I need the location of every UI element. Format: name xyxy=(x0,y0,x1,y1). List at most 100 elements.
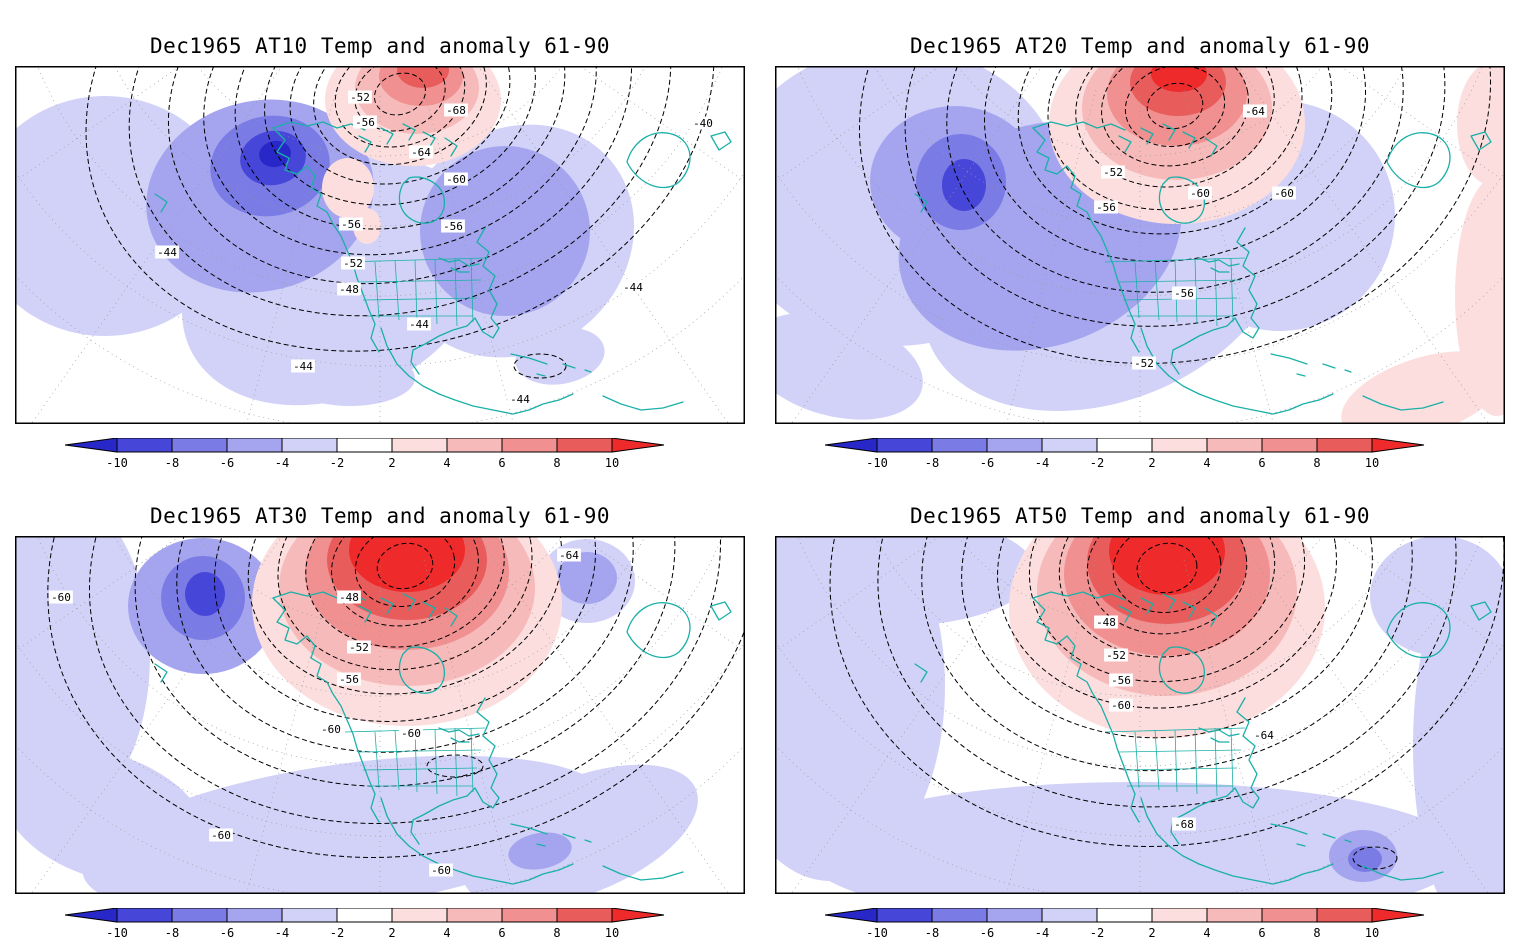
colorbar-tick-label: -10 xyxy=(866,926,888,940)
colorbar-scale: -10 -8 -6 -4 -2 2 4 6 8 10 xyxy=(824,437,1425,470)
svg-text:-64: -64 xyxy=(411,146,431,159)
colorbar-tick-label: -6 xyxy=(980,456,994,470)
colorbar-arrow-left xyxy=(824,907,878,923)
colorbar-arrow-right xyxy=(1371,907,1425,923)
map-frame xyxy=(775,66,1505,424)
contour-labels: -52 -56 -68 -64 -60 -56 -56 -52 -48 -44 -44 -40 -44 -… xyxy=(155,90,715,406)
colorbar-tick-label: -6 xyxy=(980,926,994,940)
colorbar-tick-label: -4 xyxy=(1035,456,1049,470)
svg-text:-68: -68 xyxy=(446,104,466,117)
panel-at30: Dec1965 AT30 Temp and anomaly 61-90 -64-… xyxy=(0,470,760,940)
svg-text:-56: -56 xyxy=(339,673,359,686)
colorbar-tick-label: -10 xyxy=(866,456,888,470)
colorbar-tick-label: -6 xyxy=(220,456,234,470)
svg-text:-48: -48 xyxy=(339,283,359,296)
map-container-at30: -64 -48 -52 -56 -60 -60 -60 -60 -60 xyxy=(15,536,745,894)
colorbar-tick-label: -2 xyxy=(330,456,344,470)
svg-text:-48: -48 xyxy=(1096,616,1116,629)
colorbar-tick-label: 6 xyxy=(498,456,505,470)
colorbar-tick-label: 8 xyxy=(553,926,560,940)
colorbar-arrow-right xyxy=(1371,437,1425,453)
svg-text:-52: -52 xyxy=(1134,357,1154,370)
svg-text:-60: -60 xyxy=(431,864,451,877)
colorbar-tick-label: 10 xyxy=(1365,926,1379,940)
panel-title-at10: Dec1965 AT10 Temp and anomaly 61-90 xyxy=(149,34,610,58)
colorbar-tick-label: 8 xyxy=(553,456,560,470)
svg-text:-60: -60 xyxy=(1111,699,1131,712)
svg-text:-52: -52 xyxy=(1103,166,1123,179)
map-at50: -48 -52 -56 -60 -64 -68 xyxy=(775,536,1505,894)
svg-text:-56: -56 xyxy=(355,116,375,129)
colorbar-at50: -10 -8 -6 -4 -2 2 4 6 8 10 xyxy=(824,907,1425,940)
colorbar-tick-label: -8 xyxy=(165,456,179,470)
graticule xyxy=(15,66,745,424)
svg-text:-44: -44 xyxy=(409,318,429,331)
colorbar-tick-label: 2 xyxy=(1148,456,1155,470)
colorbar-tick-label: 2 xyxy=(388,926,395,940)
map-at30: -64 -48 -52 -56 -60 -60 -60 -60 -60 xyxy=(15,536,745,894)
colorbar-tick-label: 4 xyxy=(443,456,450,470)
colorbar-arrow-left xyxy=(64,437,118,453)
anomaly-shading xyxy=(775,66,1505,424)
panel-at20: Dec1965 AT20 Temp and anomaly 61-90 -64-… xyxy=(760,0,1520,470)
svg-text:-56: -56 xyxy=(1096,201,1116,214)
map-container-at10: -52 -56 -68 -64 -60 -56 -56 -52 -48 -44 -44 -40 -44 -… xyxy=(15,66,745,424)
colorbar-tick-label: -6 xyxy=(220,926,234,940)
colorbar-at30: -10 -8 -6 -4 -2 2 4 6 8 10 xyxy=(64,907,665,940)
state-boundaries xyxy=(1104,257,1246,327)
anomaly-shading xyxy=(15,66,635,406)
svg-text:-44: -44 xyxy=(623,281,643,294)
colorbar-tick-label: 10 xyxy=(605,926,619,940)
svg-text:-60: -60 xyxy=(51,591,71,604)
colorbar-tick-label: -8 xyxy=(925,926,939,940)
svg-text:-56: -56 xyxy=(1174,287,1194,300)
svg-text:-64: -64 xyxy=(559,549,579,562)
svg-text:-60: -60 xyxy=(1190,187,1210,200)
colorbar-tick-label: 4 xyxy=(1203,926,1210,940)
colorbar-tick-label: -2 xyxy=(1090,926,1104,940)
coastlines xyxy=(154,121,732,415)
svg-text:-44: -44 xyxy=(157,246,177,259)
svg-text:-52: -52 xyxy=(343,257,363,270)
panel-at50: Dec1965 AT50 Temp and anomaly 61-90 -48-… xyxy=(760,470,1520,940)
colorbar-tick-label: 2 xyxy=(388,456,395,470)
coastlines xyxy=(914,121,1492,415)
svg-text:-60: -60 xyxy=(446,173,466,186)
svg-text:-40: -40 xyxy=(693,117,713,130)
colorbar-tick-label: -10 xyxy=(106,926,128,940)
colorbar-arrow-right xyxy=(611,907,665,923)
colorbar-scale: -10 -8 -6 -4 -2 2 4 6 8 10 xyxy=(824,907,1425,940)
svg-text:-64: -64 xyxy=(1245,105,1265,118)
svg-text:-52: -52 xyxy=(349,641,369,654)
svg-text:-64: -64 xyxy=(1254,729,1274,742)
svg-text:-52: -52 xyxy=(1106,649,1126,662)
colorbar-tick-label: -4 xyxy=(275,926,289,940)
svg-text:-60: -60 xyxy=(321,723,341,736)
colorbar-tick-label: 8 xyxy=(1313,926,1320,940)
svg-text:-60: -60 xyxy=(211,829,231,842)
svg-text:-56: -56 xyxy=(443,220,463,233)
map-frame xyxy=(775,536,1505,894)
contour-labels: -64 -48 -52 -56 -60 -60 -60 -60 -60 xyxy=(49,548,581,877)
colorbar-tick-label: 10 xyxy=(1365,456,1379,470)
coastlines xyxy=(914,591,1492,885)
svg-text:-60: -60 xyxy=(401,727,421,740)
panel-title-at20: Dec1965 AT20 Temp and anomaly 61-90 xyxy=(909,34,1370,58)
svg-text:-68: -68 xyxy=(1174,818,1194,831)
map-at10: -52 -56 -68 -64 -60 -56 -56 -52 -48 -44 -44 -40 -44 -… xyxy=(15,66,745,424)
colorbar-tick-label: 4 xyxy=(1203,456,1210,470)
map-container-at50: -48 -52 -56 -60 -64 -68 xyxy=(775,536,1505,894)
svg-text:-56: -56 xyxy=(341,218,361,231)
state-boundaries xyxy=(344,257,486,327)
coastlines xyxy=(154,591,732,885)
svg-text:-56: -56 xyxy=(1111,674,1131,687)
colorbar-arrow-left xyxy=(824,437,878,453)
colorbar-tick-label: -8 xyxy=(165,926,179,940)
colorbar-tick-label: 6 xyxy=(1258,926,1265,940)
colorbar-tick-label: -2 xyxy=(330,926,344,940)
svg-text:-60: -60 xyxy=(1274,187,1294,200)
map-frame xyxy=(15,66,745,424)
colorbar-scale: -10 -8 -6 -4 -2 2 4 6 8 10 xyxy=(64,437,665,470)
colorbar-tick-label: -2 xyxy=(1090,456,1104,470)
